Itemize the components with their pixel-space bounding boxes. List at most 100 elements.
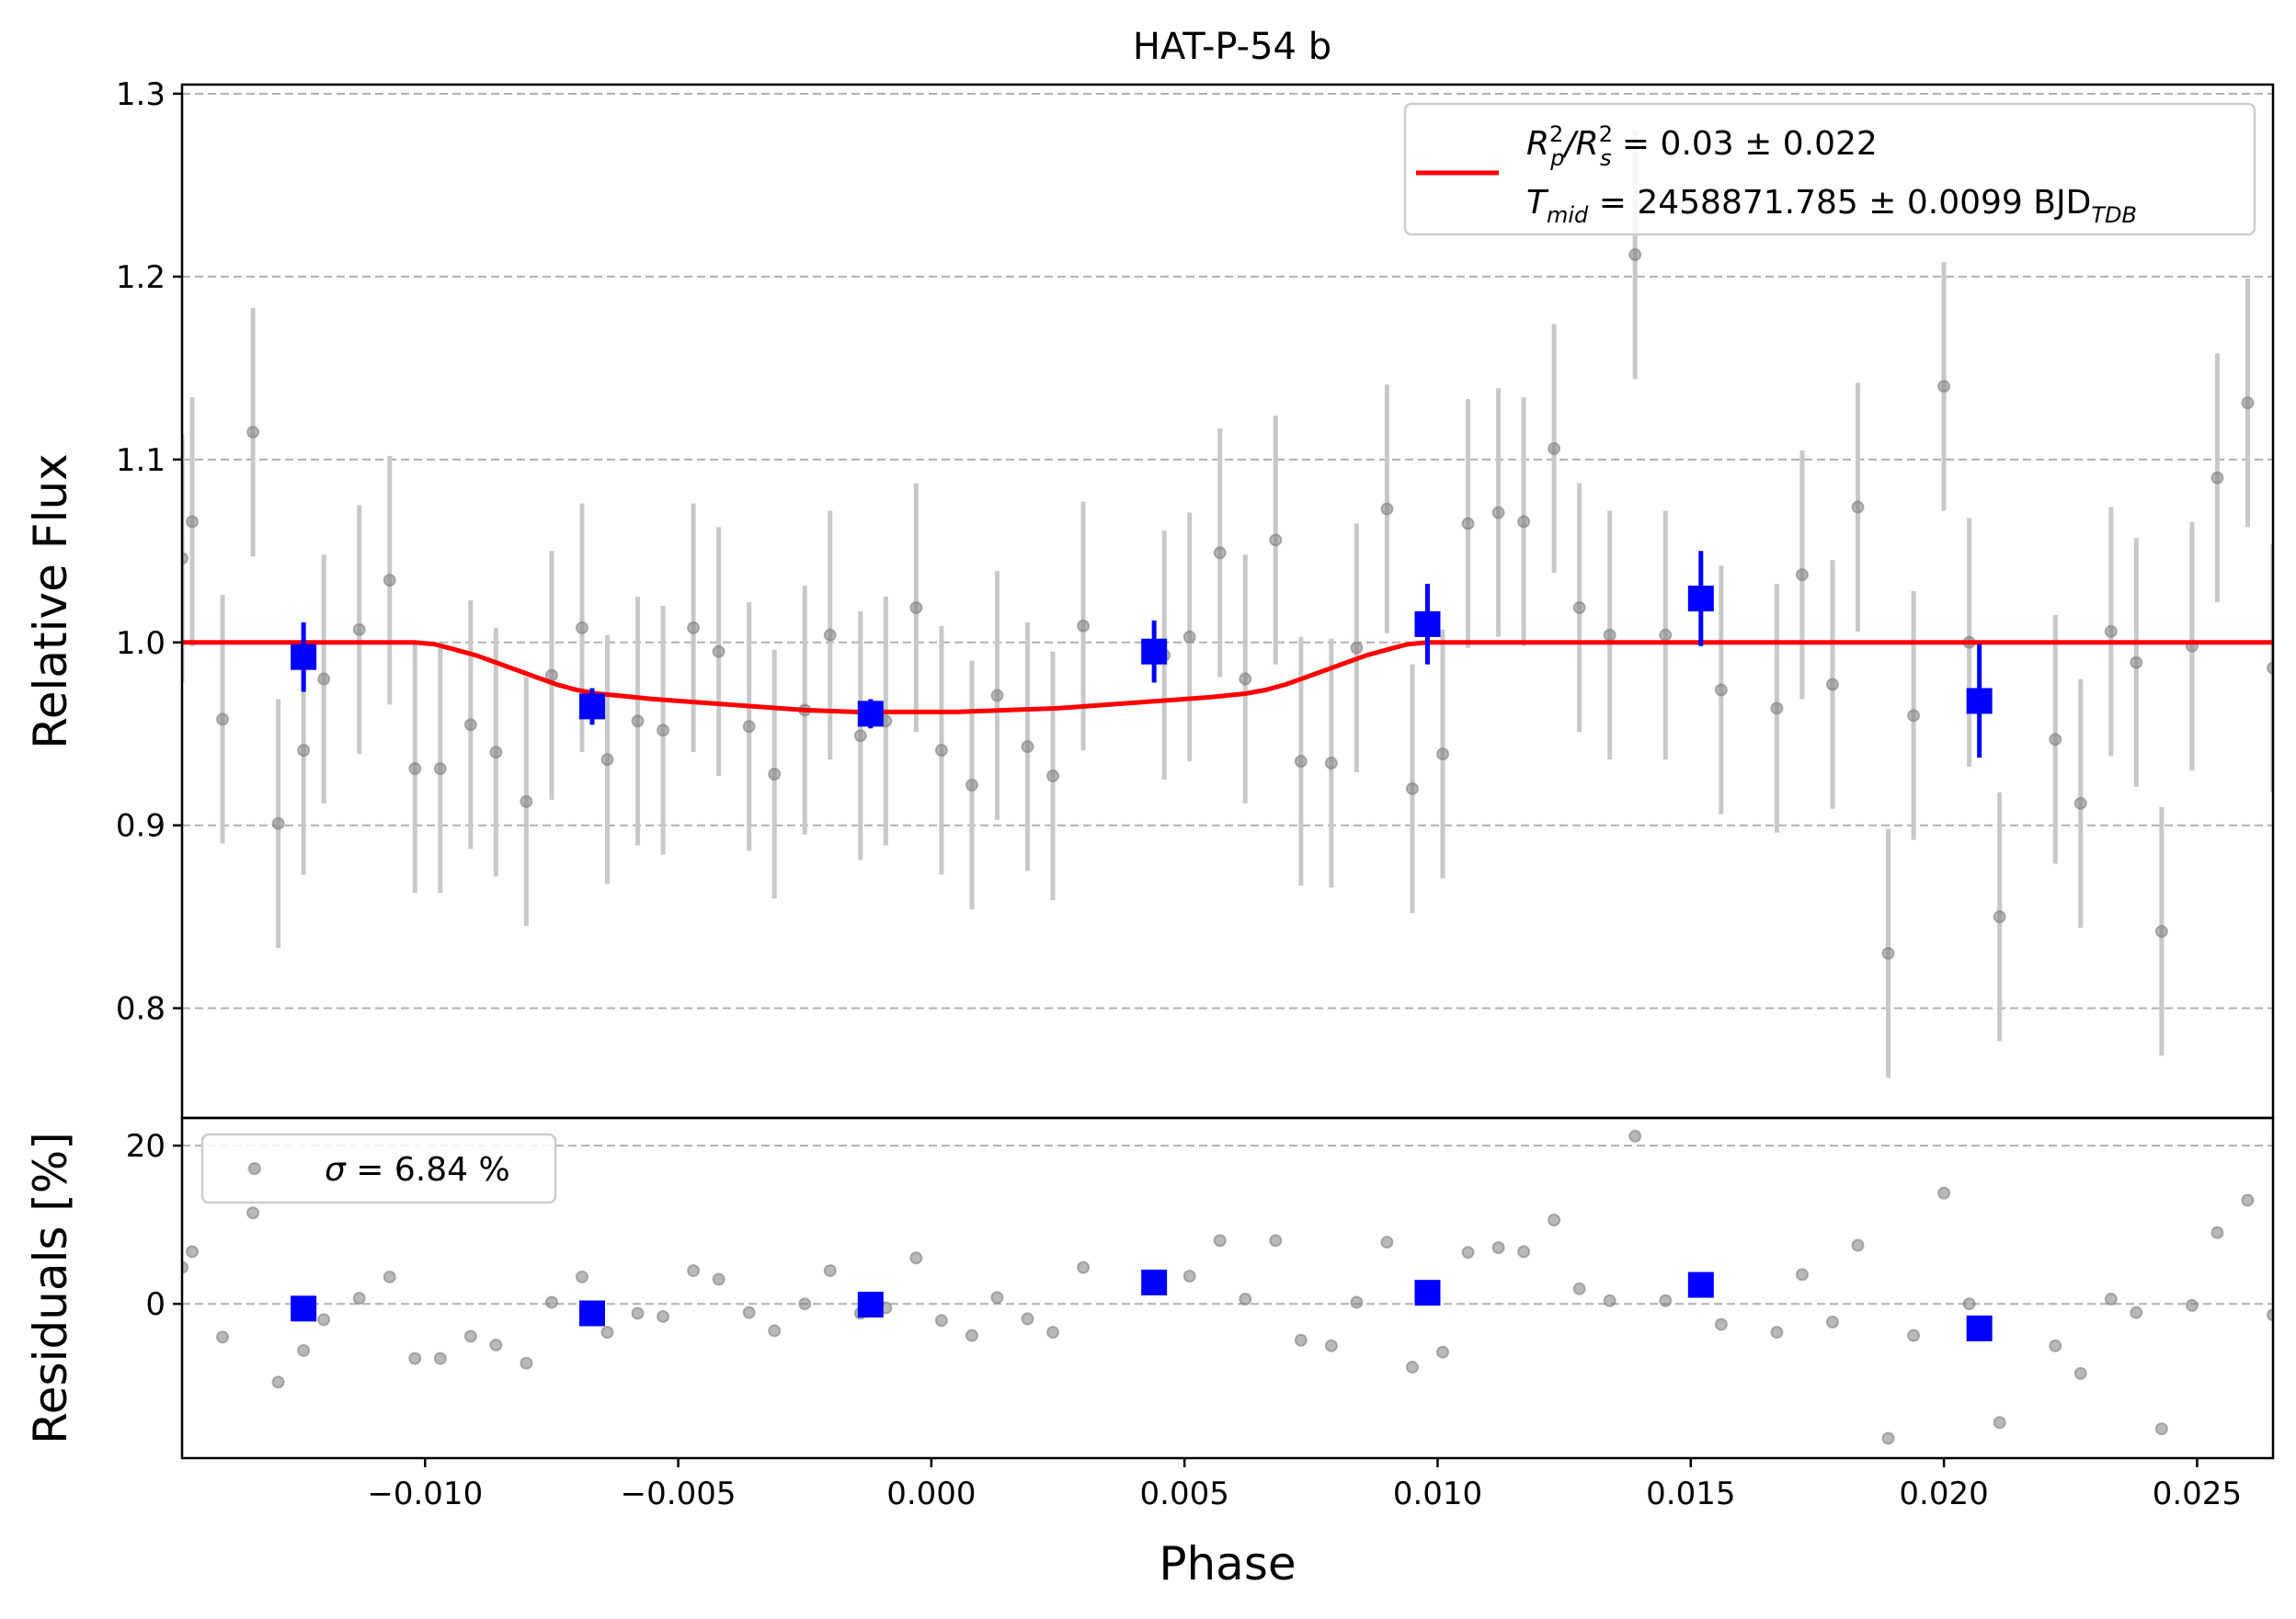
- residual-raw-point: [186, 1245, 200, 1259]
- x-tick-label: 0.000: [886, 1476, 976, 1512]
- binned-point: [1141, 638, 1168, 665]
- main-y-tick-label: 1.2: [116, 259, 166, 296]
- x-tick-label: 0.005: [1140, 1476, 1229, 1512]
- residual-raw-point: [1993, 1416, 2006, 1430]
- residual-raw-point: [1572, 1282, 1586, 1295]
- raw-point: [742, 720, 756, 734]
- raw-point: [990, 689, 1004, 702]
- raw-point: [1436, 747, 1450, 761]
- raw-point: [687, 621, 701, 634]
- raw-point: [1405, 781, 1419, 795]
- raw-point: [489, 746, 503, 759]
- residual-raw-points: [182, 1129, 2273, 1445]
- residual-binned-point: [1414, 1280, 1441, 1306]
- raw-point: [1350, 641, 1364, 655]
- residual-raw-point: [798, 1297, 812, 1311]
- binned-point: [1414, 610, 1441, 637]
- raw-point: [1825, 678, 1839, 691]
- x-tick-label: 0.025: [2153, 1476, 2242, 1512]
- residual-raw-point: [1239, 1293, 1252, 1306]
- raw-point: [1182, 630, 1196, 644]
- main-y-tick-label: 0.9: [116, 808, 166, 845]
- binned-point: [857, 701, 884, 727]
- residual-binned-points: [291, 1269, 1993, 1341]
- main-y-tick-label: 1.3: [116, 76, 166, 113]
- raw-point: [712, 644, 725, 658]
- x-tick-label: −0.010: [367, 1476, 483, 1512]
- legend-rp-rs-entry: R2 p/R2 s = 0.03 ± 0.022: [1526, 121, 1878, 171]
- raw-point: [823, 628, 837, 642]
- raw-point: [1795, 568, 1809, 582]
- raw-point: [297, 744, 311, 758]
- raw-point: [1603, 628, 1616, 642]
- raw-point: [853, 729, 867, 743]
- legend-residual-swatch: [248, 1162, 261, 1175]
- main-legend: R2 p/R2 s = 0.03 ± 0.022 Tmid = 2458871.78…: [1403, 102, 2256, 236]
- raw-point: [1077, 619, 1091, 633]
- residual-binned-point: [578, 1300, 605, 1327]
- residual-y-tick-label: 20: [126, 1128, 166, 1165]
- raw-point: [600, 753, 614, 767]
- legend-sigma-entry: σ = 6.84 %: [325, 1151, 510, 1189]
- residual-raw-point: [352, 1292, 366, 1305]
- raw-point: [408, 762, 422, 776]
- raw-point: [909, 600, 923, 614]
- residual-legend: σ = 6.84 %: [200, 1133, 557, 1204]
- raw-point: [1993, 910, 2006, 924]
- chart-title: HAT-P-54 b: [1133, 26, 1331, 68]
- raw-point: [1572, 600, 1586, 614]
- raw-point: [383, 574, 396, 587]
- residual-raw-point: [2154, 1422, 2168, 1436]
- residual-raw-point: [1405, 1361, 1419, 1374]
- raw-point: [271, 816, 285, 830]
- residual-raw-point: [544, 1295, 558, 1309]
- residual-raw-point: [2241, 1193, 2255, 1207]
- residual-raw-point: [1907, 1328, 1921, 1342]
- residual-binned-point: [1687, 1271, 1714, 1298]
- raw-point: [1461, 517, 1475, 530]
- residual-raw-point: [1182, 1270, 1196, 1283]
- residual-raw-point: [182, 1260, 188, 1274]
- residual-raw-point: [433, 1351, 447, 1365]
- residual-raw-point: [1517, 1245, 1531, 1259]
- raw-point: [1659, 628, 1673, 642]
- raw-point: [520, 794, 533, 808]
- residual-raw-point: [408, 1351, 422, 1365]
- residual-raw-point: [768, 1324, 782, 1338]
- residual-raw-point: [1603, 1294, 1616, 1307]
- residual-raw-point: [216, 1330, 230, 1344]
- residual-raw-point: [317, 1313, 331, 1327]
- raw-point: [186, 515, 200, 529]
- main-plot-area: [182, 130, 2273, 1078]
- raw-point: [1851, 500, 1865, 514]
- raw-point: [2073, 796, 2087, 810]
- main-y-ticks: 0.8 0.9 1.0 1.1 1.2 1.3: [116, 76, 182, 1028]
- legend-tmid-entry: Tmid = 2458871.785 ± 0.0099 BJDTDB: [1526, 184, 2137, 228]
- raw-point: [182, 552, 188, 565]
- residual-raw-point: [2210, 1226, 2224, 1239]
- residual-binned-point: [291, 1295, 317, 1322]
- residual-raw-point: [934, 1314, 948, 1328]
- residual-legend-box: [200, 1133, 557, 1204]
- main-y-tick-label: 0.8: [116, 991, 166, 1028]
- residual-raw-point: [657, 1309, 670, 1323]
- x-ticks: −0.010 −0.005 0.000 0.005 0.010 0.015 0.020 0.0…: [367, 1458, 2242, 1512]
- raw-point: [2104, 624, 2118, 638]
- raw-point: [1937, 380, 1951, 393]
- raw-point: [352, 622, 366, 636]
- residual-raw-point: [990, 1291, 1004, 1305]
- main-gridlines: [182, 92, 2273, 1009]
- raw-point: [463, 718, 477, 732]
- residual-raw-point: [520, 1356, 533, 1370]
- raw-point: [216, 713, 230, 726]
- main-y-tick-label: 1.0: [116, 625, 166, 662]
- raw-point: [1881, 946, 1895, 960]
- raw-point: [1239, 672, 1252, 686]
- residual-raw-point: [687, 1264, 701, 1278]
- residual-raw-point: [1294, 1333, 1308, 1347]
- raw-point: [1770, 701, 1784, 715]
- raw-point: [2267, 661, 2273, 675]
- residual-raw-point: [1825, 1316, 1839, 1328]
- x-tick-label: 0.010: [1393, 1476, 1482, 1512]
